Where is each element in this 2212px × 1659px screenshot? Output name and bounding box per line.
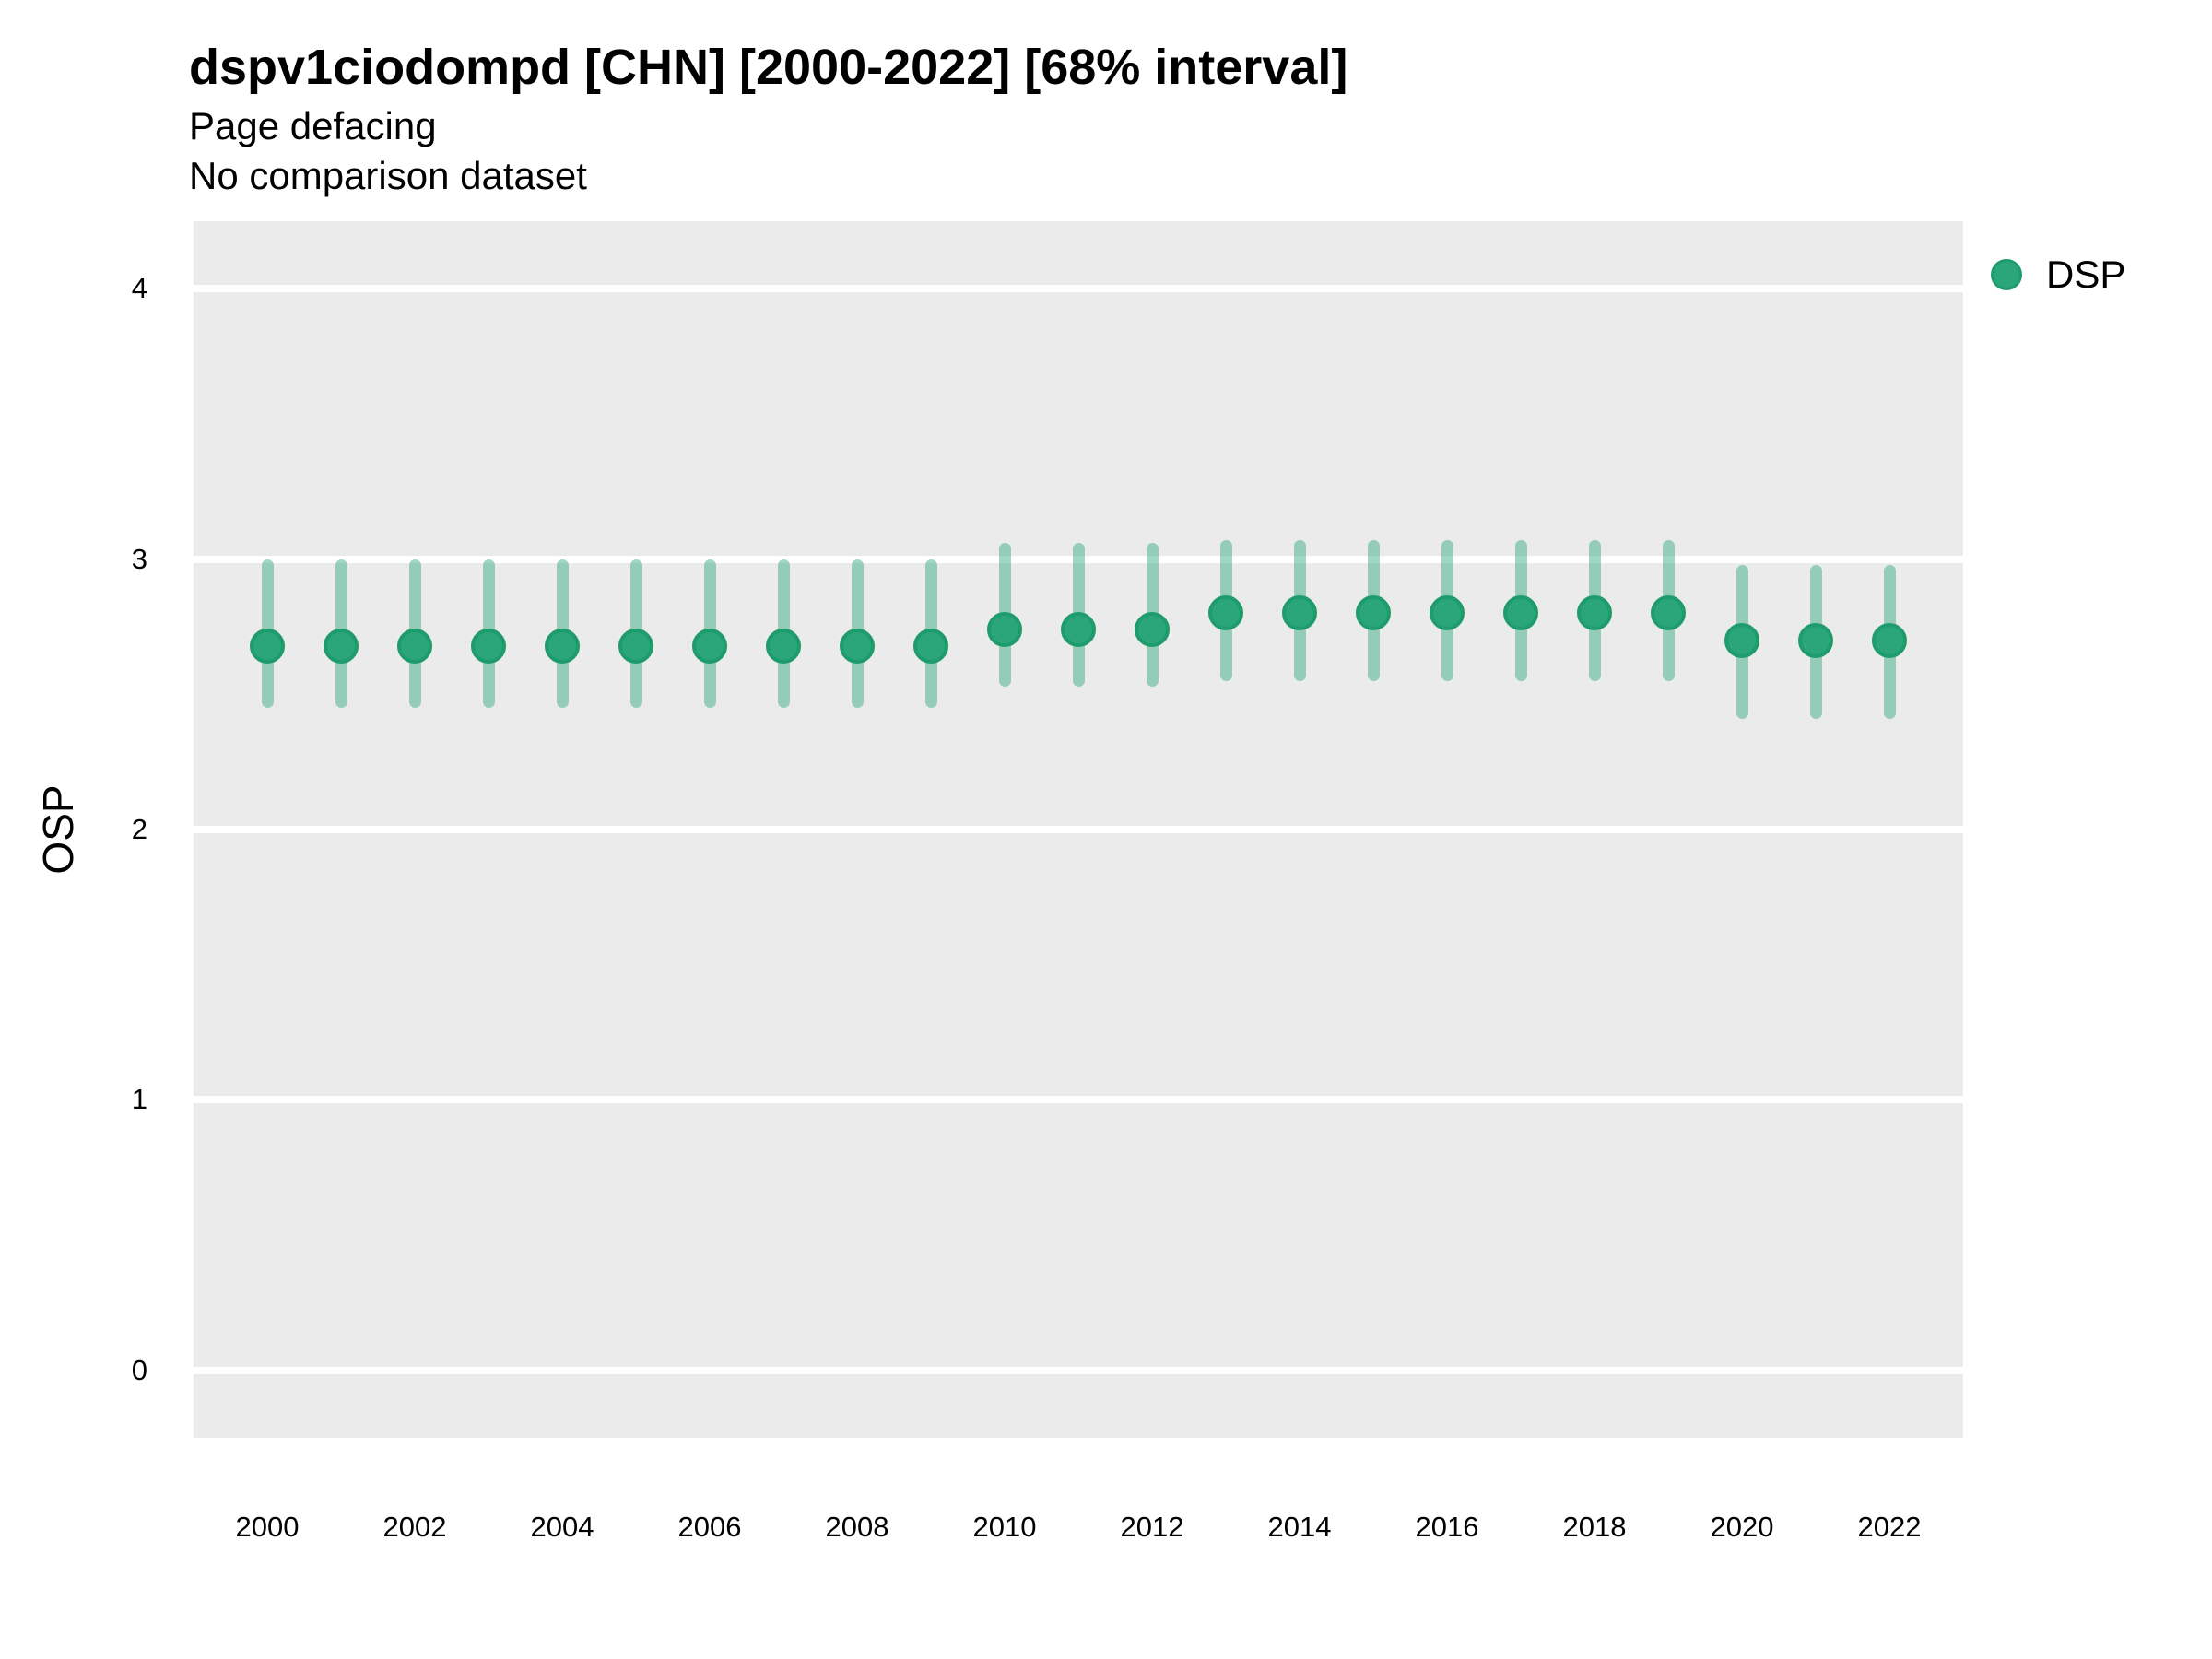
data-point-2004 xyxy=(545,628,580,664)
y-tick-label-4: 4 xyxy=(131,272,147,305)
x-tick-label-2000: 2000 xyxy=(235,1511,300,1543)
y-axis-title: OSP xyxy=(34,784,82,875)
data-point-2014 xyxy=(1282,595,1317,631)
gridline-y-4 xyxy=(194,285,1963,293)
chart-subtitle-line2: No comparison dataset xyxy=(189,154,587,197)
y-tick-label-1: 1 xyxy=(131,1083,147,1116)
x-tick-label-2006: 2006 xyxy=(677,1511,742,1543)
y-tick-label-2: 2 xyxy=(131,813,147,845)
legend: DSP xyxy=(1991,254,2125,295)
y-tick-label-3: 3 xyxy=(131,542,147,575)
y-tick-label-0: 0 xyxy=(131,1353,147,1386)
data-point-2020 xyxy=(1724,622,1759,658)
gridline-y-3 xyxy=(194,555,1963,563)
legend-label: DSP xyxy=(2046,253,2126,296)
data-point-2008 xyxy=(840,628,875,664)
gridline-y-1 xyxy=(194,1096,1963,1104)
x-tick-label-2010: 2010 xyxy=(972,1511,1037,1543)
data-point-2005 xyxy=(618,628,653,664)
data-point-2015 xyxy=(1356,595,1391,631)
x-tick-label-2016: 2016 xyxy=(1415,1511,1479,1543)
data-point-2007 xyxy=(766,628,801,664)
data-point-2003 xyxy=(471,628,506,664)
data-point-2006 xyxy=(692,628,727,664)
x-tick-label-2004: 2004 xyxy=(530,1511,594,1543)
data-point-2013 xyxy=(1208,595,1243,631)
x-tick-label-2022: 2022 xyxy=(1857,1511,1922,1543)
data-point-2010 xyxy=(987,611,1022,647)
x-tick-label-2020: 2020 xyxy=(1710,1511,1774,1543)
x-tick-label-2012: 2012 xyxy=(1120,1511,1184,1543)
x-tick-label-2014: 2014 xyxy=(1267,1511,1332,1543)
data-point-2002 xyxy=(397,628,432,664)
data-point-2011 xyxy=(1061,611,1096,647)
x-tick-label-2002: 2002 xyxy=(382,1511,447,1543)
plot-panel xyxy=(194,221,1963,1438)
data-point-2017 xyxy=(1503,595,1538,631)
data-point-2000 xyxy=(250,628,285,664)
legend-marker-icon xyxy=(1991,259,2022,290)
data-point-2019 xyxy=(1651,595,1686,631)
data-point-2022 xyxy=(1872,622,1907,658)
gridline-y-2 xyxy=(194,826,1963,833)
data-point-2018 xyxy=(1577,595,1612,631)
data-point-2016 xyxy=(1430,595,1465,631)
x-tick-label-2008: 2008 xyxy=(825,1511,889,1543)
gridline-y-0 xyxy=(194,1366,1963,1374)
data-point-2001 xyxy=(324,628,359,664)
chart-subtitle-line1: Page defacing xyxy=(189,104,437,147)
data-point-2012 xyxy=(1135,611,1170,647)
data-point-2009 xyxy=(913,628,948,664)
x-tick-label-2018: 2018 xyxy=(1562,1511,1627,1543)
data-point-2021 xyxy=(1798,622,1833,658)
chart-title: dspv1ciodompd [CHN] [2000-2022] [68% int… xyxy=(189,40,1348,95)
